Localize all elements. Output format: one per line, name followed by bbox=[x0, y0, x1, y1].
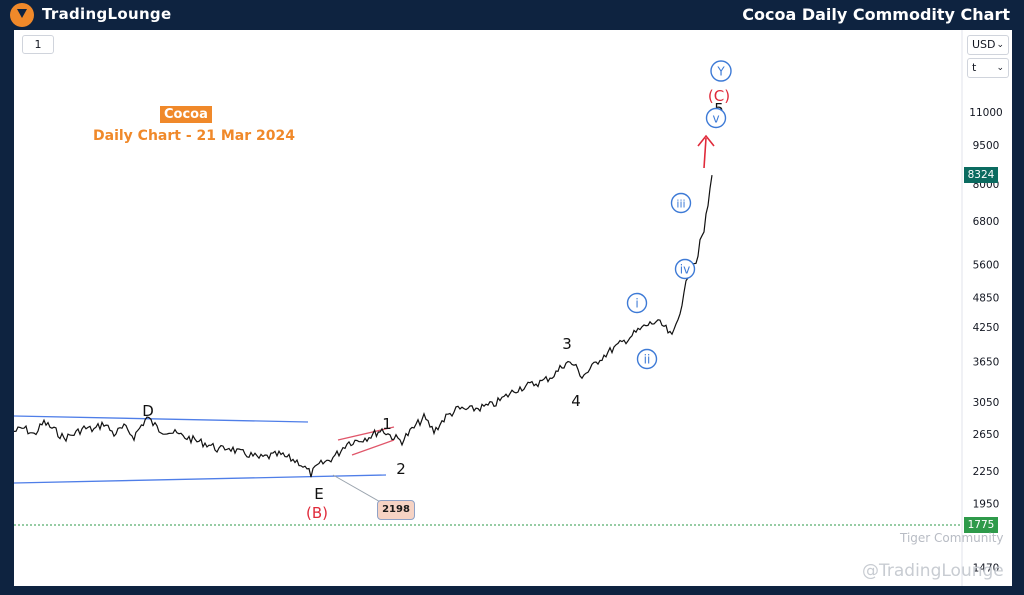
wave-label-iv: iv bbox=[674, 258, 696, 280]
wave-label-1: 1 bbox=[382, 415, 392, 433]
svg-text:2: 2 bbox=[396, 460, 406, 478]
y-tick-label: 6800 bbox=[973, 216, 1000, 228]
unit-label: t bbox=[972, 61, 977, 74]
wedge-lower-line bbox=[351, 439, 395, 456]
y-tick-label: 4850 bbox=[973, 292, 1000, 304]
svg-text:D: D bbox=[142, 402, 154, 420]
wave-label-3: 3 bbox=[562, 335, 572, 353]
wave-label-2: 2 bbox=[396, 460, 406, 478]
y-axis-ticks: 1100095008000680056004850425036503050265… bbox=[969, 107, 1002, 574]
wave-label-ii: ii bbox=[636, 348, 658, 370]
plot-subtitle: Daily Chart - 21 Mar 2024 bbox=[93, 128, 295, 144]
unit-select[interactable]: t ⌄ bbox=[967, 58, 1009, 78]
svg-text:v: v bbox=[712, 112, 719, 126]
svg-text:1: 1 bbox=[382, 415, 392, 433]
wave-label-c: (C) bbox=[708, 87, 730, 105]
svg-text:4: 4 bbox=[571, 392, 581, 410]
lower-trendline bbox=[13, 474, 387, 484]
chevron-down-icon: ⌄ bbox=[996, 40, 1004, 50]
support-price-badge: 1775 bbox=[964, 517, 998, 533]
header-bar: TradingLounge Cocoa Daily Commodity Char… bbox=[0, 0, 1024, 30]
wedge-upper-line bbox=[337, 426, 395, 441]
y-tick-label: 1470 bbox=[973, 562, 1000, 574]
svg-text:Y: Y bbox=[716, 65, 725, 79]
svg-text:(B): (B) bbox=[306, 504, 328, 522]
up-arrow-head bbox=[697, 134, 715, 147]
y-tick-label: 4250 bbox=[973, 322, 1000, 334]
svg-text:i: i bbox=[635, 297, 638, 311]
wave-label-d: D bbox=[142, 402, 154, 420]
y-tick-label: 5600 bbox=[973, 260, 1000, 272]
currency-label: USD bbox=[972, 38, 996, 51]
svg-text:iv: iv bbox=[680, 263, 690, 277]
upper-trendline bbox=[13, 415, 309, 423]
wave-label-e: E bbox=[314, 485, 323, 503]
low-callout-line bbox=[332, 474, 383, 504]
price-series-line bbox=[13, 175, 713, 478]
wave-label-iii: iii bbox=[670, 192, 692, 214]
svg-text:3: 3 bbox=[562, 335, 572, 353]
community-watermark: Tiger Community bbox=[900, 531, 1004, 545]
svg-text:E: E bbox=[314, 485, 323, 503]
wave-label-v: v bbox=[705, 107, 727, 129]
tradinglounge-logo-icon bbox=[10, 3, 34, 27]
svg-text:ii: ii bbox=[644, 353, 651, 367]
y-tick-label: 2250 bbox=[973, 466, 1000, 478]
last-price-badge: 8324 bbox=[964, 167, 998, 183]
chevron-down-icon: ⌄ bbox=[996, 63, 1004, 73]
wave-label-b: (B) bbox=[306, 504, 328, 522]
wave-label-y: Y bbox=[710, 60, 732, 82]
logo-text: TradingLounge bbox=[42, 5, 172, 23]
svg-text:(C): (C) bbox=[708, 87, 730, 105]
brand-watermark: @TradingLounge bbox=[862, 561, 1004, 581]
currency-select[interactable]: USD ⌄ bbox=[967, 35, 1009, 55]
plot-title: Cocoa bbox=[160, 106, 212, 123]
y-tick-label: 9500 bbox=[973, 140, 1000, 152]
y-tick-label: 3050 bbox=[973, 397, 1000, 409]
up-arrow-shaft bbox=[703, 137, 707, 169]
interval-button[interactable]: 1 bbox=[22, 35, 54, 54]
y-tick-label: 2650 bbox=[973, 429, 1000, 441]
y-tick-label: 3650 bbox=[973, 357, 1000, 369]
y-tick-label: 1950 bbox=[973, 498, 1000, 510]
y-tick-label: 11000 bbox=[969, 107, 1002, 119]
low-price-callout: 2198 bbox=[377, 500, 415, 520]
wave-label-4: 4 bbox=[571, 392, 581, 410]
chart-title: Cocoa Daily Commodity Chart bbox=[742, 5, 1010, 24]
svg-text:iii: iii bbox=[676, 198, 685, 211]
wave-label-i: i bbox=[626, 292, 648, 314]
